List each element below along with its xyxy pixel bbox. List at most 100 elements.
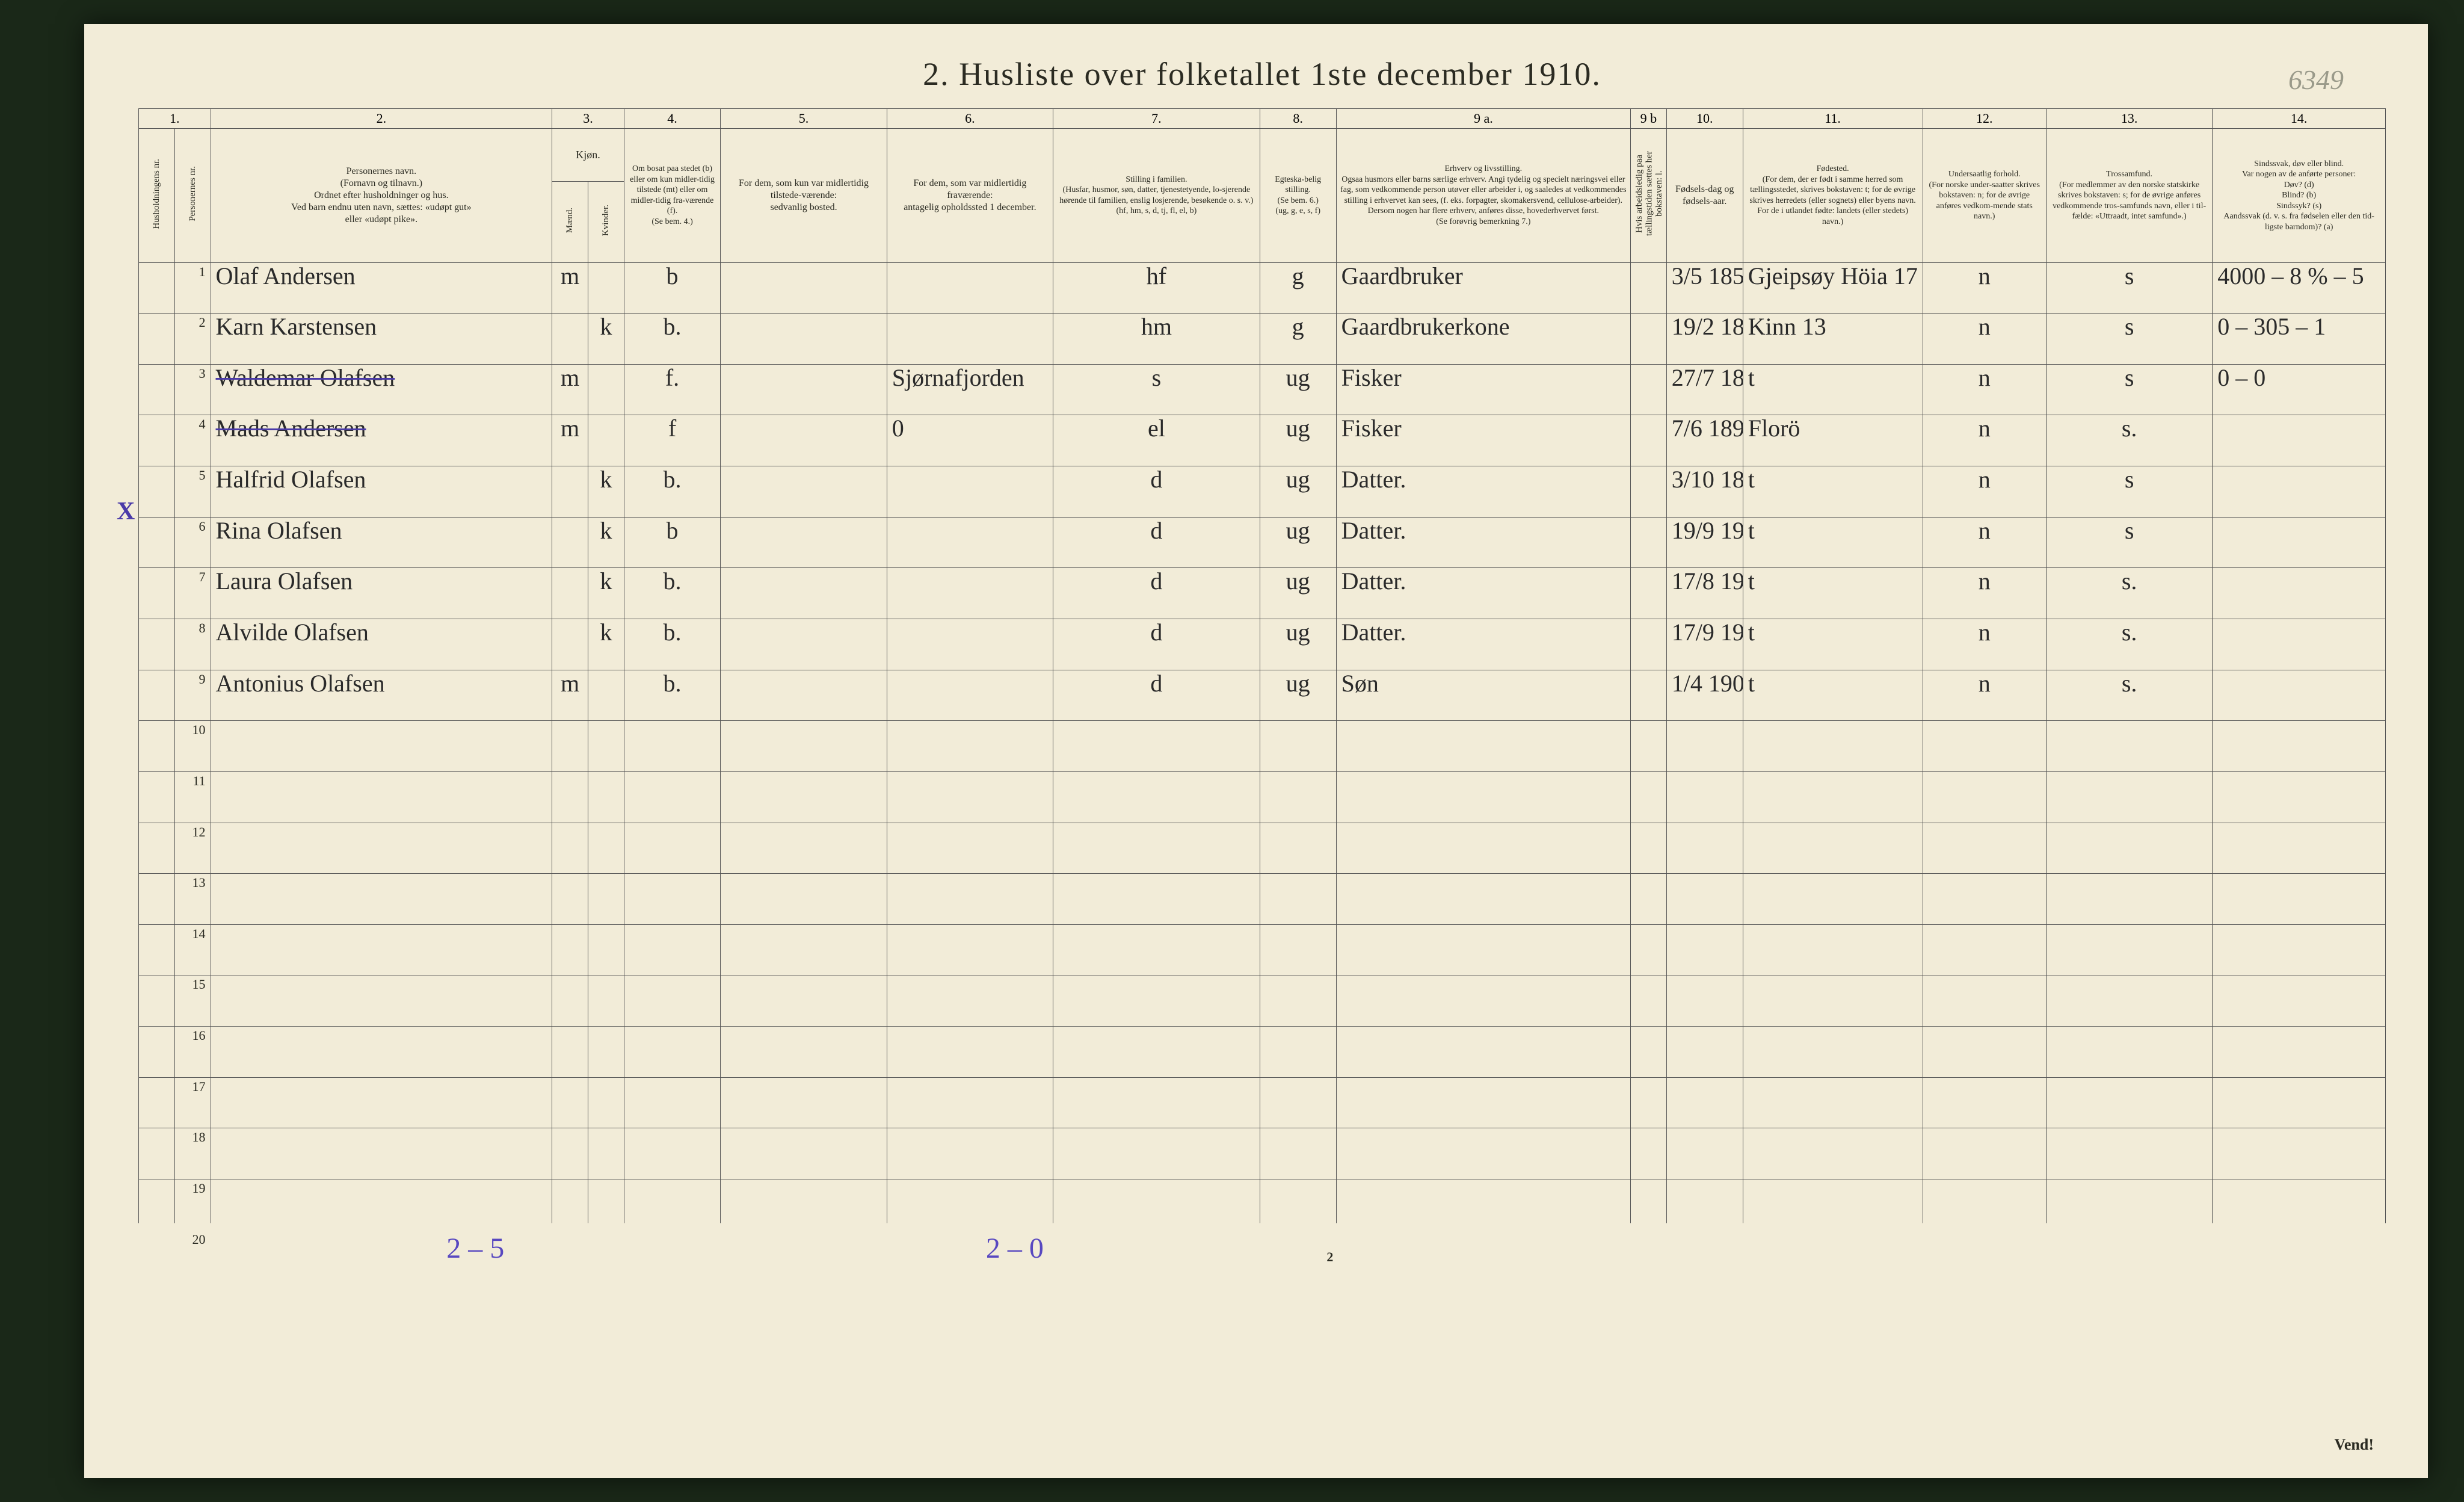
table-row: 8Alvilde Olafsenkb.dugDatter.17/9 1906tn… xyxy=(139,619,2386,670)
empty-cell xyxy=(588,874,624,925)
empty-cell xyxy=(1260,823,1336,874)
header-erhverv: Erhverv og livsstilling. Ogsaa husmors e… xyxy=(1336,129,1630,263)
table-row: 10 xyxy=(139,721,2386,772)
empty-cell xyxy=(1053,771,1260,823)
empty-cell xyxy=(1923,1077,2046,1128)
table-row: 2Karn Karstensenkb.hmgGaardbrukerkone19/… xyxy=(139,314,2386,365)
undersaatlig-cell: n xyxy=(1923,568,2046,619)
empty-cell xyxy=(1260,771,1336,823)
empty-cell xyxy=(2213,975,2386,1027)
fodselsdag-cell: 17/8 1904 xyxy=(1666,568,1743,619)
arbeidsledig-cell xyxy=(1630,517,1666,568)
empty-cell xyxy=(552,1128,588,1179)
fodselsdag-cell: 19/9 1902 xyxy=(1666,517,1743,568)
person-nr-cell: 5 xyxy=(174,466,211,518)
empty-cell xyxy=(1743,1077,1923,1128)
arbeidsledig-cell xyxy=(1630,466,1666,518)
colnum-1: 1. xyxy=(139,109,211,129)
empty-cell xyxy=(1666,1128,1743,1179)
empty-cell xyxy=(1336,721,1630,772)
table-row: 16 xyxy=(139,1027,2386,1078)
person-nr-cell: 1 xyxy=(174,262,211,314)
sindssvak-cell xyxy=(2213,415,2386,466)
maend-cell xyxy=(552,466,588,518)
table-row: 14 xyxy=(139,924,2386,975)
empty-cell xyxy=(1666,1027,1743,1078)
empty-cell xyxy=(1630,1128,1666,1179)
empty-cell xyxy=(1260,975,1336,1027)
table-row: 3Waldemar Olafsenmf.SjørnafjordensugFisk… xyxy=(139,364,2386,415)
footer-tally-right: 2 – 0 xyxy=(812,1216,1217,1266)
colnum-12: 12. xyxy=(1923,109,2046,129)
empty-cell xyxy=(552,924,588,975)
bosat-cell: b. xyxy=(624,314,721,365)
empty-cell xyxy=(887,1077,1053,1128)
undersaatlig-cell: n xyxy=(1923,415,2046,466)
header-egteskabelig: Egteska-belig stilling. (Se bem. 6.) (ug… xyxy=(1260,129,1336,263)
empty-cell xyxy=(588,924,624,975)
empty-cell xyxy=(211,771,552,823)
empty-cell xyxy=(624,721,721,772)
colnum-3: 3. xyxy=(552,109,624,129)
empty-cell xyxy=(1923,721,2046,772)
sindssvak-cell: 0 – 305 – 1 xyxy=(2213,314,2386,365)
empty-cell xyxy=(1336,1027,1630,1078)
empty-cell xyxy=(2046,823,2212,874)
empty-cell xyxy=(1053,823,1260,874)
opholdssted-cell xyxy=(887,619,1053,670)
bosat-cell: b xyxy=(624,262,721,314)
trossamfund-cell: s xyxy=(2046,314,2212,365)
maend-cell xyxy=(552,517,588,568)
arbeidsledig-cell xyxy=(1630,670,1666,721)
name-cell: Laura Olafsen xyxy=(211,568,552,619)
kvinder-cell: k xyxy=(588,619,624,670)
bosat-cell: f xyxy=(624,415,721,466)
empty-cell xyxy=(887,771,1053,823)
fodested-cell: t xyxy=(1743,670,1923,721)
trossamfund-cell: s xyxy=(2046,466,2212,518)
empty-cell xyxy=(1630,823,1666,874)
empty-cell xyxy=(1923,1128,2046,1179)
sedvanlig-bosted-cell xyxy=(721,670,887,721)
erhverv-cell: Datter. xyxy=(1336,466,1630,518)
header-fodested: Fødested. (For dem, der er født i samme … xyxy=(1743,129,1923,263)
trossamfund-cell: s xyxy=(2046,517,2212,568)
bosat-cell: b xyxy=(624,517,721,568)
trossamfund-cell: s xyxy=(2046,364,2212,415)
header-kjon: Kjøn. xyxy=(552,129,624,182)
empty-cell xyxy=(1053,1077,1260,1128)
egteskab-cell: ug xyxy=(1260,568,1336,619)
maend-cell xyxy=(552,314,588,365)
margin-x-mark: X xyxy=(117,497,135,526)
empty-cell xyxy=(887,924,1053,975)
husholdning-nr-cell xyxy=(139,670,175,721)
person-nr-cell: 2 xyxy=(174,314,211,365)
table-row: 5Halfrid Olafsenkb.dugDatter.3/10 1890tn… xyxy=(139,466,2386,518)
empty-cell xyxy=(1336,1077,1630,1128)
opholdssted-cell: 0 xyxy=(887,415,1053,466)
colnum-4: 4. xyxy=(624,109,721,129)
erhverv-cell: Fisker xyxy=(1336,364,1630,415)
empty-cell xyxy=(1260,874,1336,925)
empty-cell xyxy=(624,823,721,874)
husholdning-nr-cell xyxy=(139,975,175,1027)
empty-cell xyxy=(624,874,721,925)
header-midlertidig-fravaerende: For dem, som var midlertidig fraværende:… xyxy=(887,129,1053,263)
trossamfund-cell: s. xyxy=(2046,619,2212,670)
husholdning-nr-cell xyxy=(139,415,175,466)
maend-cell: m xyxy=(552,670,588,721)
kvinder-cell: k xyxy=(588,314,624,365)
empty-cell xyxy=(2046,1128,2212,1179)
empty-cell xyxy=(552,771,588,823)
undersaatlig-cell: n xyxy=(1923,262,2046,314)
empty-cell xyxy=(1743,975,1923,1027)
familiestilling-cell: d xyxy=(1053,517,1260,568)
empty-cell xyxy=(1666,771,1743,823)
kvinder-cell: k xyxy=(588,568,624,619)
opholdssted-cell xyxy=(887,517,1053,568)
sedvanlig-bosted-cell xyxy=(721,364,887,415)
colnum-6: 6. xyxy=(887,109,1053,129)
header-trossamfund: Trossamfund. (For medlemmer av den norsk… xyxy=(2046,129,2212,263)
colnum-9b: 9 b xyxy=(1630,109,1666,129)
empty-cell xyxy=(211,721,552,772)
